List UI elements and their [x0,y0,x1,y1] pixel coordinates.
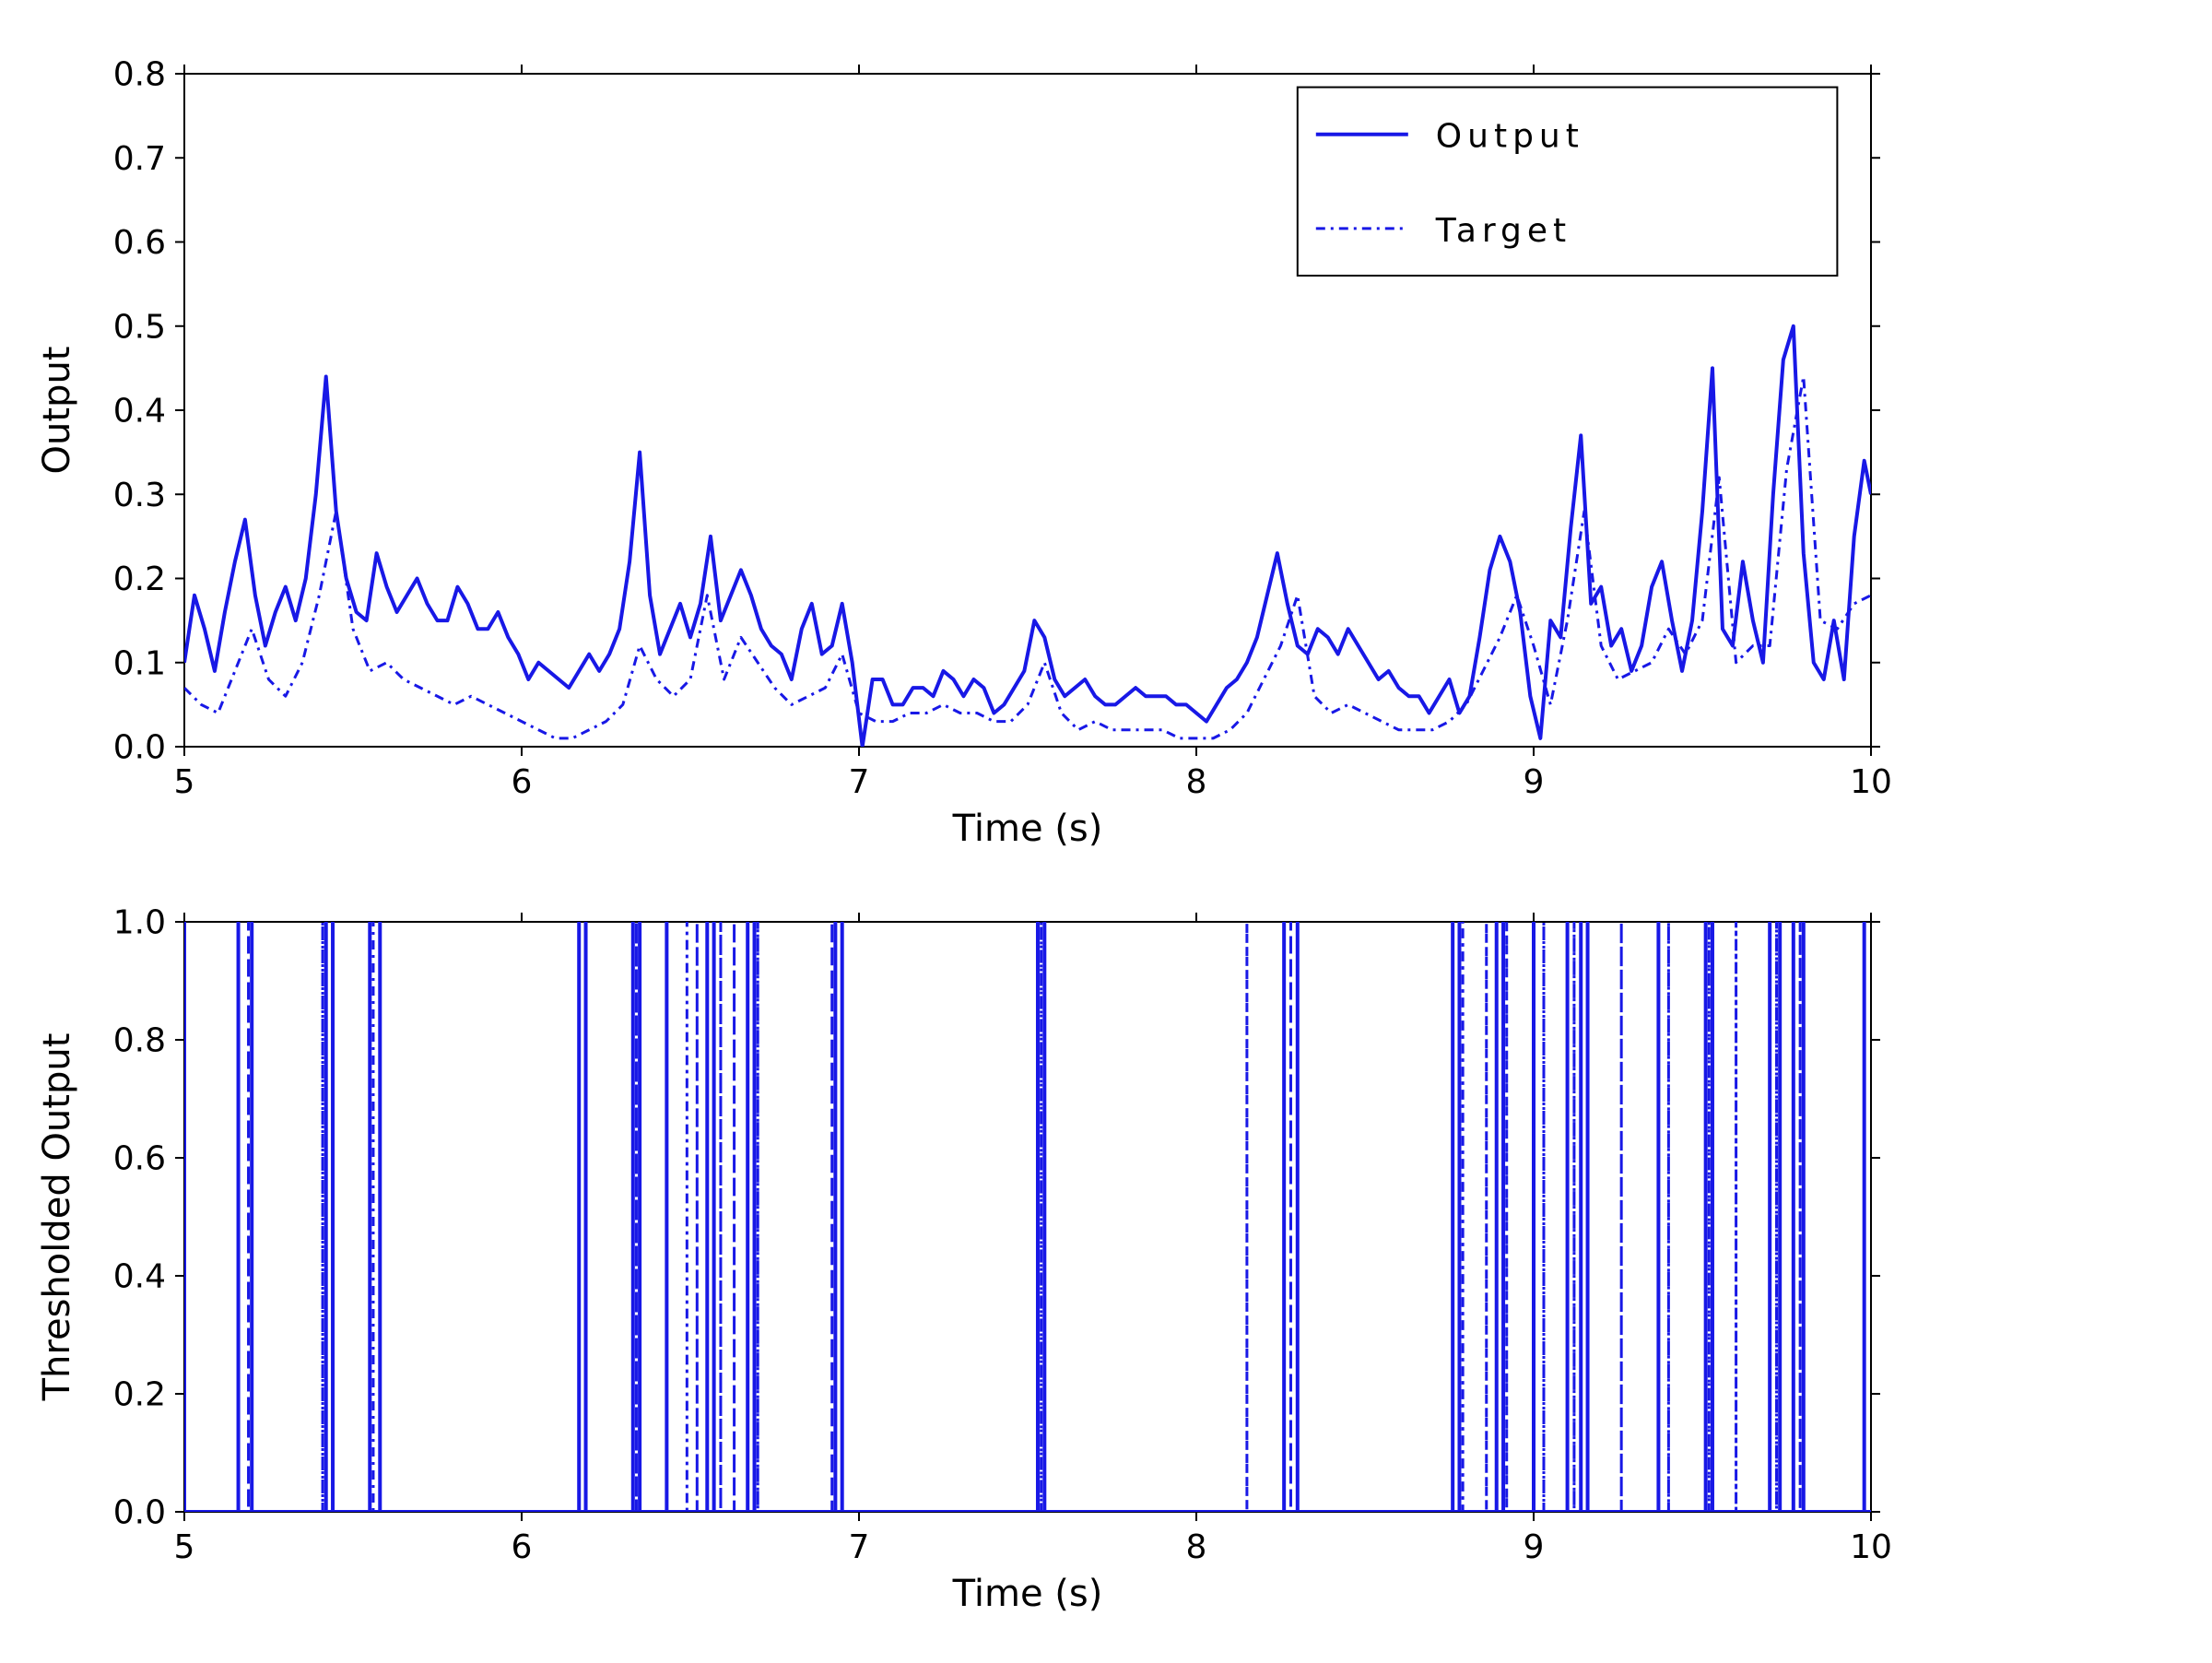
x-tick-label: 7 [849,1528,870,1566]
x-axis-label: Time (s) [952,808,1103,850]
x-tick-label: 8 [1186,763,1207,801]
x-tick-label: 10 [1850,1528,1892,1566]
y-axis-label: Output [36,347,78,475]
y-tick-label: 1.0 [113,904,166,942]
thresholded-output [184,922,1871,1512]
x-tick-label: 5 [174,1528,195,1566]
y-tick-label: 0.4 [113,393,166,430]
y-tick-label: 0.0 [113,729,166,767]
x-tick-label: 9 [1524,763,1545,801]
svg-canvas: 5 6 7 8 9 10 0.0 0.1 0.2 0.3 0.4 0.5 0.6 0.7 0.8 Time (… [0,0,2212,1659]
plot-frame [184,922,1871,1512]
x-tick-label: 9 [1524,1528,1545,1566]
legend-label: Target [1435,212,1571,250]
x-tick-label: 5 [174,763,195,801]
y-tick-label: 0.3 [113,477,166,514]
x-tick-label: 8 [1186,1528,1207,1566]
x-tick-label: 6 [512,763,533,801]
x-axis-label: Time (s) [952,1573,1103,1615]
y-tick-label: 0.5 [113,308,166,346]
y-tick-label: 0.7 [113,140,166,178]
y-axis-label: Thresholded Output [36,1033,78,1402]
y-tick-label: 0.6 [113,1140,166,1178]
y-tick-label: 0.8 [113,56,166,94]
figure: 5 6 7 8 9 10 0.0 0.1 0.2 0.3 0.4 0.5 0.6 0.7 0.8 Time (… [0,0,2212,1659]
x-tick-label: 6 [512,1528,533,1566]
y-tick-label: 0.2 [113,1376,166,1414]
y-tick-label: 0.1 [113,644,166,682]
legend-label: Output [1436,118,1584,156]
x-tick-label: 7 [849,763,870,801]
y-tick-label: 0.8 [113,1022,166,1060]
x-tick-label: 10 [1850,763,1892,801]
series-output [184,326,1871,747]
series-target [184,377,1871,738]
thresholded-target [184,922,1871,1512]
y-tick-label: 0.0 [113,1494,166,1532]
y-tick-label: 0.4 [113,1258,166,1296]
y-tick-label: 0.2 [113,560,166,598]
y-tick-label: 0.6 [113,224,166,262]
